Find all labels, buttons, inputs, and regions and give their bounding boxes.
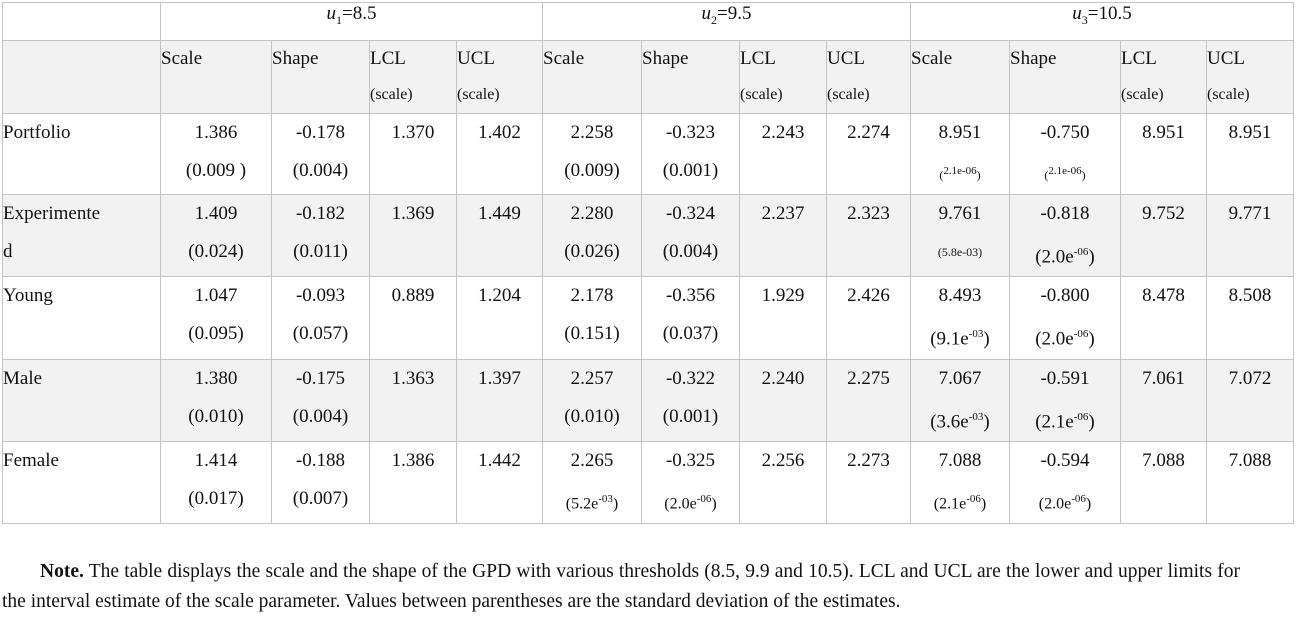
shape-cell: -0.323 (0.001) bbox=[641, 113, 740, 195]
lcl-cell: 7.061 bbox=[1120, 358, 1207, 442]
lcl-cell: 1.370 bbox=[369, 113, 457, 195]
scale-cell: 2.280 (0.026) bbox=[542, 193, 642, 278]
ucl-cell: 1.397 bbox=[456, 358, 543, 442]
row-header-blank bbox=[2, 40, 161, 114]
shape-cell: -0.750 (2.1e-06) bbox=[1009, 113, 1121, 195]
shape-cell: -0.356 (0.037) bbox=[641, 276, 740, 360]
row-label-female: Female bbox=[2, 440, 161, 525]
corner-cell bbox=[2, 2, 161, 41]
group-header-u3: u3=10.5 bbox=[910, 2, 1294, 41]
scale-cell: 1.047 (0.095) bbox=[160, 276, 272, 360]
table-row: Male 1.380 (0.010) -0.175 (0.004) 1.363 1.… bbox=[2, 358, 1294, 442]
shape-cell: -0.818 (2.0e-06) bbox=[1009, 193, 1121, 278]
shape-cell: -0.182 (0.011) bbox=[271, 193, 370, 278]
ucl-cell: 9.771 bbox=[1206, 193, 1294, 278]
ucl-cell: 1.402 bbox=[456, 113, 543, 195]
lcl-cell: 2.237 bbox=[739, 193, 827, 278]
scale-cell: 1.409 (0.024) bbox=[160, 193, 272, 278]
table-row: Portfolio 1.386 (0.009 ) -0.178 (0.004) 1.… bbox=[2, 113, 1294, 195]
ucl-cell: 7.088 bbox=[1206, 440, 1294, 525]
row-label-experimented: Experimente d bbox=[2, 193, 161, 278]
scale-cell: 2.178 (0.151) bbox=[542, 276, 642, 360]
lcl-cell: 2.240 bbox=[739, 358, 827, 442]
ucl-cell: 1.442 bbox=[456, 440, 543, 525]
table-row: Experimente d 1.409 (0.024) -0.182 (0.011) … bbox=[2, 193, 1294, 278]
column-header-scale: Scale bbox=[542, 40, 642, 114]
lcl-cell: 1.363 bbox=[369, 358, 457, 442]
table-note: Note. The table displays the scale and t… bbox=[2, 557, 1240, 617]
scale-cell: 8.493 (9.1e-03) bbox=[910, 276, 1010, 360]
column-header-shape: Shape bbox=[271, 40, 370, 114]
shape-cell: -0.322 (0.001) bbox=[641, 358, 740, 442]
ucl-cell: 2.275 bbox=[826, 358, 911, 442]
shape-cell: -0.324 (0.004) bbox=[641, 193, 740, 278]
column-header-scale: Scale bbox=[160, 40, 272, 114]
ucl-cell: 8.951 bbox=[1206, 113, 1294, 195]
gpd-results-table: u1=8.5 u2=9.5 u3=10.5 Scale Shape LCL (sc… bbox=[2, 2, 1294, 525]
column-header-lcl: LCL (scale) bbox=[369, 40, 457, 114]
ucl-cell: 1.449 bbox=[456, 193, 543, 278]
lcl-cell: 2.256 bbox=[739, 440, 827, 525]
ucl-cell: 2.323 bbox=[826, 193, 911, 278]
shape-cell: -0.093 (0.057) bbox=[271, 276, 370, 360]
column-header-shape: Shape bbox=[641, 40, 740, 114]
lcl-cell: 9.752 bbox=[1120, 193, 1207, 278]
ucl-cell: 2.426 bbox=[826, 276, 911, 360]
scale-cell: 1.380 (0.010) bbox=[160, 358, 272, 442]
lcl-cell: 1.386 bbox=[369, 440, 457, 525]
lcl-cell: 0.889 bbox=[369, 276, 457, 360]
row-label-portfolio: Portfolio bbox=[2, 113, 161, 195]
row-label-male: Male bbox=[2, 358, 161, 442]
lcl-cell: 1.929 bbox=[739, 276, 827, 360]
scale-cell: 1.414 (0.017) bbox=[160, 440, 272, 525]
column-header-ucl: UCL (scale) bbox=[1206, 40, 1294, 114]
table-row: Female 1.414 (0.017) -0.188 (0.007) 1.386 … bbox=[2, 440, 1294, 525]
shape-cell: -0.175 (0.004) bbox=[271, 358, 370, 442]
lcl-cell: 8.951 bbox=[1120, 113, 1207, 195]
shape-cell: -0.188 (0.007) bbox=[271, 440, 370, 525]
table-row: Young 1.047 (0.095) -0.093 (0.057) 0.889 1… bbox=[2, 276, 1294, 360]
lcl-cell: 1.369 bbox=[369, 193, 457, 278]
scale-cell: 2.258 (0.009) bbox=[542, 113, 642, 195]
ucl-cell: 2.274 bbox=[826, 113, 911, 195]
note-text: The table displays the scale and the sha… bbox=[2, 560, 1240, 612]
scale-cell: 7.067 (3.6e-03) bbox=[910, 358, 1010, 442]
column-header-shape: Shape bbox=[1009, 40, 1121, 114]
ucl-cell: 7.072 bbox=[1206, 358, 1294, 442]
group-header-u2: u2=9.5 bbox=[542, 2, 911, 41]
scale-cell: 2.265 (5.2e-03) bbox=[542, 440, 642, 525]
shape-cell: -0.178 (0.004) bbox=[271, 113, 370, 195]
shape-cell: -0.325 (2.0e-06) bbox=[641, 440, 740, 525]
column-header-scale: Scale bbox=[910, 40, 1010, 114]
scale-cell: 1.386 (0.009 ) bbox=[160, 113, 272, 195]
row-label-young: Young bbox=[2, 276, 161, 360]
ucl-cell: 8.508 bbox=[1206, 276, 1294, 360]
scale-cell: 9.761 (5.8e-03) bbox=[910, 193, 1010, 278]
column-header-lcl: LCL (scale) bbox=[1120, 40, 1207, 114]
lcl-cell: 7.088 bbox=[1120, 440, 1207, 525]
column-header-ucl: UCL (scale) bbox=[826, 40, 911, 114]
column-header-lcl: LCL (scale) bbox=[739, 40, 827, 114]
scale-cell: 2.257 (0.010) bbox=[542, 358, 642, 442]
lcl-cell: 8.478 bbox=[1120, 276, 1207, 360]
column-header-ucl: UCL (scale) bbox=[456, 40, 543, 114]
lcl-cell: 2.243 bbox=[739, 113, 827, 195]
shape-cell: -0.591 (2.1e-06) bbox=[1009, 358, 1121, 442]
scale-cell: 8.951 (2.1e-06) bbox=[910, 113, 1010, 195]
ucl-cell: 1.204 bbox=[456, 276, 543, 360]
group-header-u1: u1=8.5 bbox=[160, 2, 543, 41]
shape-cell: -0.594 (2.0e-06) bbox=[1009, 440, 1121, 525]
shape-cell: -0.800 (2.0e-06) bbox=[1009, 276, 1121, 360]
ucl-cell: 2.273 bbox=[826, 440, 911, 525]
note-lead: Note. bbox=[40, 560, 84, 582]
scale-cell: 7.088 (2.1e-06) bbox=[910, 440, 1010, 525]
